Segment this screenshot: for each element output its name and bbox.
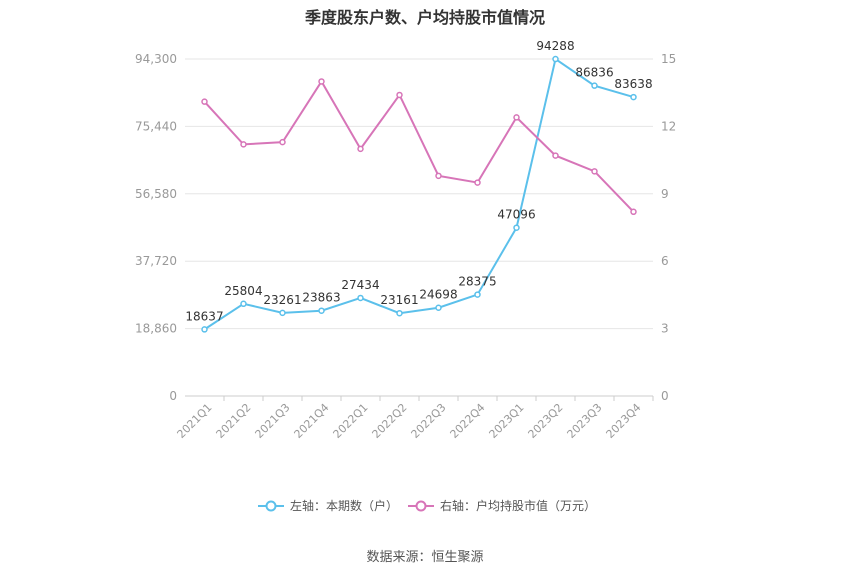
data-point-holders — [279, 309, 286, 317]
data-point-holders — [591, 82, 598, 89]
x-tick-label: 2023Q3 — [565, 401, 605, 441]
x-tick-label: 2021Q2 — [214, 401, 254, 441]
legend-label-left: 左轴：本期数（户） — [290, 499, 399, 513]
chart-title: 季度股东户数、户均持股市值情况 — [304, 8, 545, 27]
data-label: 47096 — [497, 208, 535, 222]
data-point-market-value — [357, 145, 364, 153]
data-label: 23261 — [263, 293, 301, 307]
data-point-holders — [201, 326, 208, 333]
data-label: 25804 — [224, 284, 262, 298]
data-point-holders — [318, 307, 325, 314]
data-label: 94288 — [536, 39, 574, 53]
data-label: 24698 — [419, 288, 457, 302]
data-point-market-value — [240, 141, 247, 148]
chart-legend: 左轴：本期数（户） 右轴：户均持股市值（万元） — [0, 497, 850, 517]
x-tick-label: 2022Q4 — [448, 401, 488, 441]
x-tick-label: 2021Q3 — [253, 401, 293, 441]
data-label: 23161 — [380, 293, 418, 307]
y-left-tick-label: 18,860 — [135, 322, 177, 336]
data-point-holders — [474, 291, 481, 298]
y-left-tick-label: 56,580 — [135, 187, 177, 201]
series-line-holders — [203, 57, 634, 331]
x-tick-label: 2023Q1 — [487, 401, 527, 441]
y-right-tick-label: 6 — [661, 254, 669, 268]
data-point-market-value — [552, 152, 559, 159]
x-tick-label: 2021Q4 — [292, 401, 332, 441]
x-tick-label: 2022Q3 — [409, 401, 449, 441]
data-label: 86836 — [575, 66, 613, 80]
y-left-tick-label: 75,440 — [135, 119, 177, 133]
data-point-market-value — [591, 168, 598, 175]
data-point-holders — [240, 300, 247, 308]
data-point-market-value — [279, 138, 286, 146]
legend-item-left-series[interactable]: 左轴：本期数（户） — [258, 497, 398, 514]
y-right-tick-label: 12 — [661, 119, 676, 133]
legend-marker-left-icon — [258, 500, 284, 511]
data-label: 23863 — [302, 291, 340, 305]
data-point-holders — [630, 93, 637, 101]
data-point-holders — [396, 309, 403, 317]
legend-marker-right-icon — [408, 500, 434, 511]
data-label: 18637 — [185, 309, 223, 323]
data-label: 28375 — [458, 275, 496, 289]
y-left-tick-label: 37,720 — [135, 254, 177, 268]
data-point-holders — [513, 224, 520, 231]
y-right-tick-label: 3 — [661, 322, 669, 336]
data-point-market-value — [396, 91, 403, 99]
data-point-holders — [435, 304, 442, 311]
data-point-market-value — [630, 208, 637, 216]
x-tick-label: 2022Q2 — [370, 401, 410, 441]
data-point-holders — [552, 55, 559, 63]
data-label: 83638 — [614, 77, 652, 91]
data-point-holders — [357, 294, 364, 302]
data-source: 数据来源：恒生聚源 — [366, 550, 484, 565]
legend-item-right-series[interactable]: 右轴：户均持股市值（万元） — [408, 497, 596, 514]
x-tick-label: 2023Q2 — [526, 401, 566, 441]
y-right-tick-label: 15 — [661, 52, 676, 66]
data-point-market-value — [435, 172, 442, 180]
x-tick-label: 2023Q4 — [604, 401, 644, 441]
data-label: 27434 — [341, 278, 379, 292]
x-tick-label: 2021Q1 — [175, 401, 215, 441]
x-tick-label: 2022Q1 — [331, 401, 371, 441]
y-right-tick-label: 0 — [661, 389, 669, 403]
series-line-market-value — [203, 79, 635, 213]
data-point-market-value — [201, 98, 208, 105]
data-point-market-value — [318, 78, 325, 85]
y-left-tick-label: 94,300 — [135, 52, 177, 66]
y-left-tick-label: 0 — [169, 389, 177, 403]
data-point-market-value — [474, 179, 481, 186]
legend-label-right: 右轴：户均持股市值（万元） — [440, 499, 597, 513]
data-point-market-value — [513, 114, 520, 121]
y-right-tick-label: 9 — [661, 187, 669, 201]
